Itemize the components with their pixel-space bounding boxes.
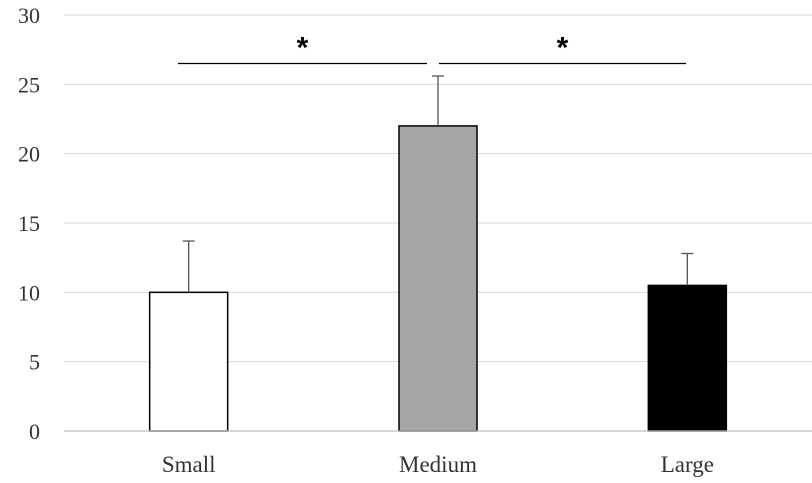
- x-tick-label-large: Large: [661, 452, 714, 477]
- bars: [148, 125, 728, 432]
- error-bars: [182, 75, 694, 293]
- significance-star-2: *: [557, 32, 569, 65]
- y-tick-label: 25: [18, 72, 40, 97]
- y-tick-label: 30: [18, 3, 40, 28]
- bar-medium: [398, 125, 478, 432]
- bar-large: [647, 284, 728, 432]
- y-tick-label: 5: [29, 350, 40, 375]
- y-tick-label: 0: [29, 419, 40, 444]
- bar-small: [148, 291, 229, 432]
- y-tick-label: 20: [18, 142, 40, 167]
- y-tick-label: 10: [18, 280, 40, 305]
- y-axis-ticks: 0 5 10 15 20 25 30: [18, 3, 40, 444]
- significance-markers: * *: [178, 32, 686, 65]
- x-tick-label-medium: Medium: [399, 452, 477, 477]
- y-tick-label: 15: [18, 211, 40, 236]
- x-tick-label-small: Small: [162, 452, 216, 477]
- x-axis-labels: Small Medium Large: [162, 452, 714, 477]
- significance-star-1: *: [297, 32, 309, 65]
